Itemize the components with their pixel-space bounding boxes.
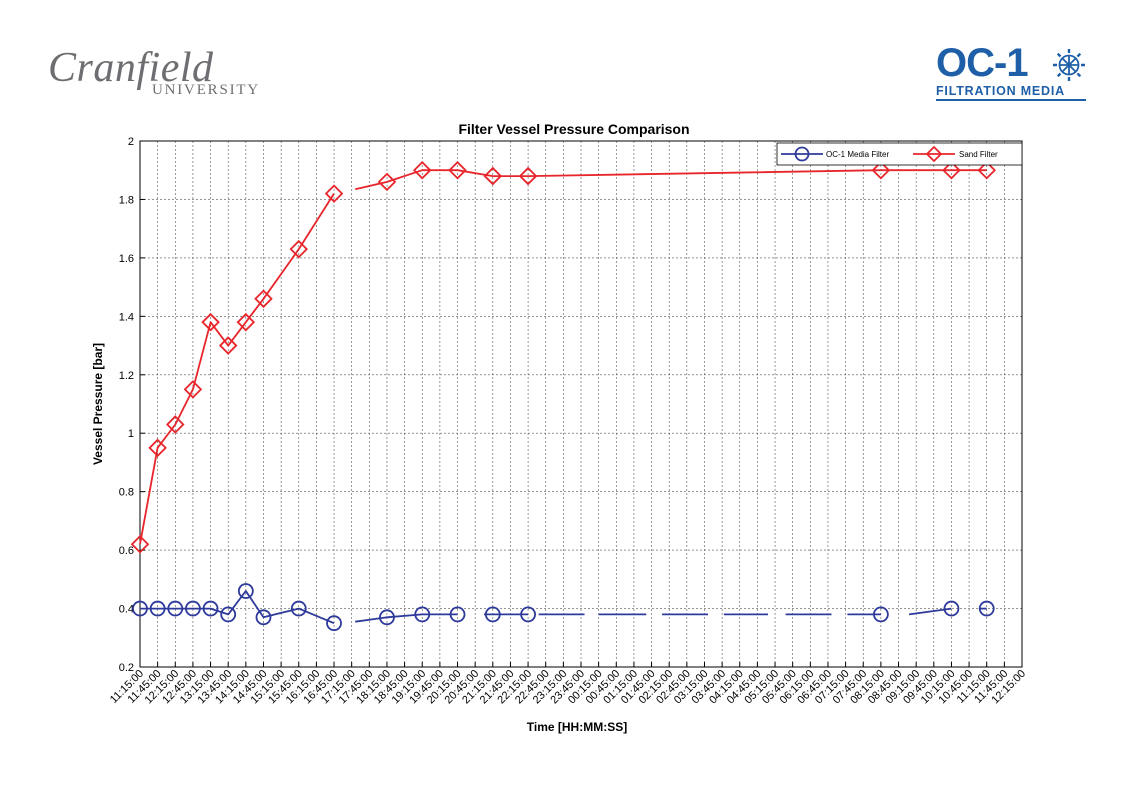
data-point-sand — [201, 312, 220, 332]
y-tick-label: 0.6 — [119, 545, 134, 557]
y-tick-label: 0.2 — [119, 662, 134, 674]
legend-label-sand: Sand Filter — [959, 150, 998, 159]
data-point-sand — [377, 172, 397, 192]
data-point-oc1 — [167, 600, 184, 617]
data-point-sand — [871, 160, 891, 180]
legend-marker-oc1 — [794, 146, 810, 162]
series-line-sand — [139, 193, 335, 545]
data-point-oc1 — [978, 600, 995, 617]
legend-item-oc1: OC-1 Media Filter — [781, 146, 889, 162]
series-line-sand — [354, 169, 987, 191]
data-point-oc1 — [872, 606, 889, 623]
legend-box — [776, 142, 1023, 166]
data-point-sand — [254, 289, 273, 309]
y-tick-label: 1.6 — [119, 253, 134, 265]
data-point-oc1 — [484, 606, 501, 623]
data-point-oc1 — [414, 606, 431, 623]
data-point-oc1 — [379, 609, 395, 626]
legend: OC-1 Media Filter Sand Filter — [776, 142, 1023, 166]
legend-marker-sand — [925, 145, 943, 163]
y-tick-label: 1.8 — [119, 194, 134, 206]
series-area — [130, 160, 996, 632]
data-point-sand — [324, 184, 344, 203]
data-point-oc1 — [185, 600, 201, 617]
cranfield-logo-word: Cranfield — [48, 45, 214, 91]
y-tick-label: 1.2 — [119, 370, 134, 382]
series-line-oc1 — [355, 613, 458, 623]
series-line-oc1 — [140, 590, 335, 625]
y-tick-label: 0.4 — [119, 604, 134, 616]
cranfield-logo-sub: UNIVERSITY — [152, 82, 260, 98]
data-point-sand — [148, 438, 167, 458]
data-point-sand — [218, 336, 238, 355]
legend-item-sand: Sand Filter — [913, 145, 998, 163]
x-axis-label: Time [HH:MM:SS] — [527, 720, 627, 734]
data-point-sand — [130, 534, 150, 554]
y-tick-label: 1 — [128, 428, 134, 440]
data-point-oc1 — [520, 606, 536, 623]
data-point-oc1 — [290, 600, 307, 617]
y-tick-label: 0.8 — [119, 487, 134, 499]
cranfield-logo: Cranfield UNIVERSITY — [48, 44, 268, 104]
y-axis-label: Vessel Pressure [bar] — [91, 343, 105, 465]
data-point-oc1 — [943, 600, 960, 617]
data-point-sand — [236, 312, 256, 332]
legend-label-oc1: OC-1 Media Filter — [826, 150, 889, 159]
data-point-oc1 — [326, 615, 342, 632]
y-tick-label: 1.4 — [119, 311, 134, 323]
chart-title: Filter Vessel Pressure Comparison — [458, 121, 689, 137]
oc1-logo-mark: OC-1 — [936, 41, 1029, 85]
data-point-sand — [412, 160, 432, 180]
globe-icon — [1053, 49, 1085, 81]
data-point-sand — [518, 166, 538, 186]
data-point-oc1 — [449, 606, 466, 623]
oc1-logo: OC-1 FILTRATION MEDIA — [936, 42, 1088, 106]
data-point-sand — [183, 380, 203, 399]
data-point-sand — [289, 239, 309, 259]
data-point-oc1 — [255, 609, 272, 626]
x-axis: 11:15:0011:45:0012:15:0012:45:0013:15:00… — [108, 662, 1028, 706]
data-point-oc1 — [149, 600, 166, 617]
data-point-sand — [483, 166, 503, 186]
data-point-oc1 — [132, 600, 148, 617]
data-point-oc1 — [237, 583, 254, 599]
plot-frame — [139, 140, 1023, 668]
y-axis: 0.2 0.4 0.6 0.8 1 1.2 1.4 1.6 1.8 2 — [119, 136, 145, 674]
data-point-sand — [166, 415, 185, 434]
data-point-sand — [942, 160, 961, 180]
y-tick-label: 2 — [128, 136, 134, 148]
grid — [140, 141, 1022, 667]
data-point-oc1 — [220, 606, 237, 623]
oc1-logo-tag: FILTRATION MEDIA — [936, 84, 1086, 101]
data-point-sand — [448, 160, 467, 180]
data-point-sand — [977, 160, 996, 180]
data-point-oc1 — [202, 600, 219, 617]
